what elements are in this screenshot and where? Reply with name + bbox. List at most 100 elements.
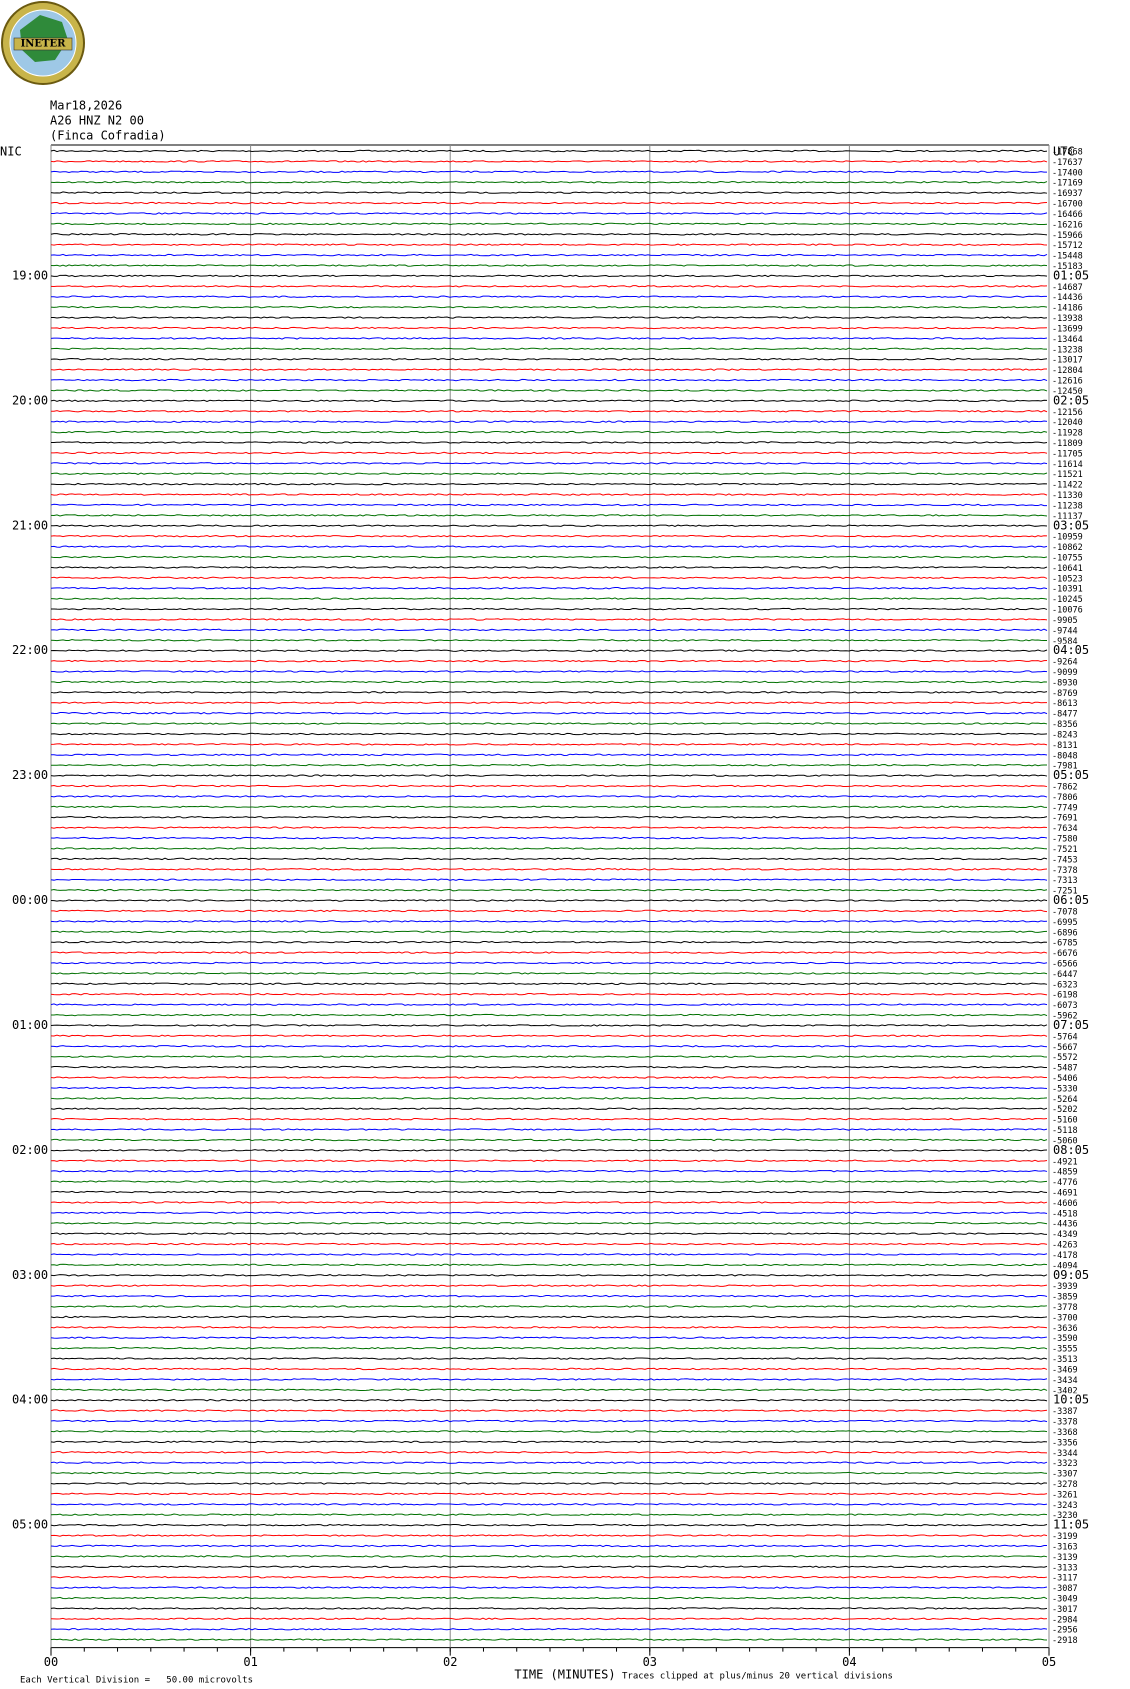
x-axis-label: TIME (MINUTES) xyxy=(514,1668,615,1682)
trace xyxy=(50,1117,1048,1121)
right-zone: UTC xyxy=(1053,145,1075,159)
trace-label: -3139 xyxy=(1052,1553,1078,1563)
trace-label: -3049 xyxy=(1052,1594,1078,1604)
trace-label: -11330 xyxy=(1052,491,1083,501)
label-bg xyxy=(1051,268,1091,283)
trace-label: -3278 xyxy=(1052,1480,1078,1490)
trace xyxy=(50,1555,1048,1558)
trace-label: -13017 xyxy=(1052,356,1083,366)
trace-label: -16466 xyxy=(1052,210,1083,220)
trace xyxy=(50,607,1048,611)
trace xyxy=(50,774,1048,777)
trace xyxy=(50,1388,1048,1391)
trace xyxy=(50,441,1048,444)
scale-note: Each Vertical Division = 50.00 microvolt… xyxy=(20,1676,253,1686)
trace xyxy=(50,982,1048,986)
trace xyxy=(50,233,1048,236)
trace xyxy=(50,1575,1048,1579)
trace-label: -3859 xyxy=(1052,1293,1078,1303)
trace-label: -17637 xyxy=(1052,158,1083,168)
trace xyxy=(50,1222,1048,1225)
trace-label: -8131 xyxy=(1052,741,1078,751)
trace xyxy=(50,868,1048,871)
label-bg xyxy=(1051,1143,1091,1158)
trace-label: -4436 xyxy=(1052,1220,1078,1230)
trace-label: -12804 xyxy=(1052,366,1083,376)
trace-label: -4606 xyxy=(1052,1199,1078,1209)
trace-label: -5764 xyxy=(1052,1032,1078,1042)
trace-label: -10862 xyxy=(1052,543,1083,553)
trace xyxy=(50,1076,1048,1079)
trace-label: -3017 xyxy=(1052,1605,1078,1615)
trace-label: -2918 xyxy=(1052,1636,1078,1646)
trace-label: -4518 xyxy=(1052,1209,1078,1219)
trace xyxy=(50,826,1048,829)
date: Mar18,2026 xyxy=(50,99,122,113)
trace-label: -7313 xyxy=(1052,876,1078,886)
trace xyxy=(50,1544,1048,1548)
trace-label: -13464 xyxy=(1052,335,1083,345)
trace-label: -5060 xyxy=(1052,1136,1078,1146)
trace xyxy=(50,1586,1048,1589)
trace xyxy=(50,1190,1048,1194)
trace-label: -4691 xyxy=(1052,1189,1078,1199)
trace xyxy=(50,1357,1048,1360)
trace xyxy=(50,920,1048,923)
trace xyxy=(50,670,1048,673)
label-bg xyxy=(1051,893,1091,908)
trace-label: -6995 xyxy=(1052,918,1078,928)
left-time-label: 03:00 xyxy=(12,1268,48,1282)
trace-label: -16216 xyxy=(1052,220,1083,230)
trace xyxy=(50,368,1048,371)
trace-label: -6323 xyxy=(1052,980,1078,990)
trace-label: -7078 xyxy=(1052,907,1078,917)
left-zone: NIC xyxy=(0,145,22,159)
x-tick-label: 00 xyxy=(44,1655,58,1669)
trace xyxy=(50,201,1048,205)
trace-label: -11614 xyxy=(1052,460,1083,470)
trace xyxy=(50,597,1048,600)
trace xyxy=(50,378,1048,382)
trace-label: -12616 xyxy=(1052,377,1083,387)
trace-label: -3117 xyxy=(1052,1574,1078,1584)
x-tick-label: 04 xyxy=(842,1655,856,1669)
trace xyxy=(50,1107,1048,1110)
trace xyxy=(50,649,1048,652)
trace xyxy=(50,514,1048,517)
trace xyxy=(50,389,1048,392)
trace xyxy=(50,1284,1048,1287)
trace xyxy=(50,972,1048,975)
trace xyxy=(50,722,1048,725)
trace xyxy=(50,1065,1048,1069)
trace xyxy=(50,951,1048,954)
left-time-label: 21:00 xyxy=(12,518,48,532)
trace-label: -10245 xyxy=(1052,595,1083,605)
trace xyxy=(50,1336,1048,1339)
trace-label: -4776 xyxy=(1052,1178,1078,1188)
trace xyxy=(50,285,1048,288)
trace-label: -3261 xyxy=(1052,1490,1078,1500)
trace-label: -6073 xyxy=(1052,1001,1078,1011)
label-bg xyxy=(1051,1393,1091,1408)
location: (Finca Cofradia) xyxy=(50,129,166,143)
trace xyxy=(50,410,1048,413)
trace-label: -7453 xyxy=(1052,855,1078,865)
trace xyxy=(50,566,1048,569)
trace xyxy=(50,1503,1048,1506)
trace xyxy=(50,1315,1048,1319)
trace xyxy=(50,1419,1048,1423)
left-time-label: 20:00 xyxy=(12,393,48,407)
trace xyxy=(50,534,1048,538)
trace-label: -11521 xyxy=(1052,470,1083,480)
x-tick-label: 05 xyxy=(1042,1655,1056,1669)
trace-label: -3230 xyxy=(1052,1511,1078,1521)
trace-label: -5202 xyxy=(1052,1105,1078,1115)
trace-label: -7691 xyxy=(1052,814,1078,824)
trace-label: -6676 xyxy=(1052,949,1078,959)
trace-label: -5406 xyxy=(1052,1074,1078,1084)
trace xyxy=(50,618,1048,621)
label-bg xyxy=(1051,1268,1091,1283)
trace-label: -7251 xyxy=(1052,887,1078,897)
right-time-label: 04:05 xyxy=(1053,643,1089,657)
label-bg xyxy=(1051,1018,1091,1033)
